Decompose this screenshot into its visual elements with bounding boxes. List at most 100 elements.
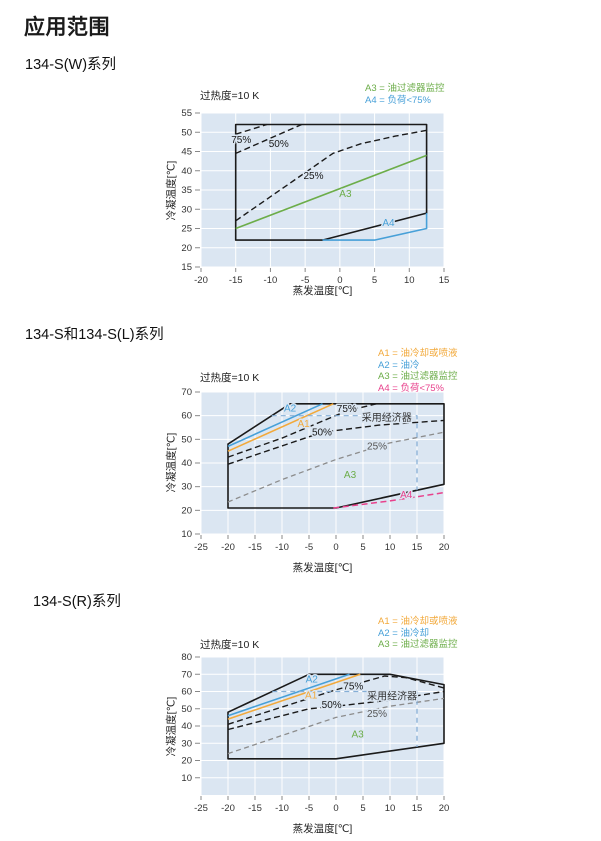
y-tick-label: 10: [181, 529, 192, 540]
x-tick-label: 10: [404, 275, 415, 286]
annotation-A2: A2: [284, 403, 297, 414]
y-tick-label: 70: [181, 669, 192, 680]
x-axis-title: 蒸发温度[℃]: [292, 823, 353, 835]
y-tick-label: 50: [181, 434, 192, 445]
y-tick-label: 30: [181, 204, 192, 215]
legend-entry: A4 = 负荷<75%: [365, 94, 432, 106]
x-tick-label: -25: [194, 803, 208, 814]
chart-legend: A3 = 油过滤器监控 A4 = 负荷<75%: [365, 83, 444, 106]
series-operating-envelope: [234, 123, 428, 241]
x-tick-label: -15: [248, 803, 262, 814]
annotation-A1: A1: [305, 690, 318, 701]
x-tick-label: 20: [439, 803, 450, 814]
legend-entry: A3 = 油过滤器监控: [378, 639, 458, 650]
series-load-25pct-limit: [227, 431, 445, 503]
superheat-label: 过热度=10 K: [200, 90, 260, 102]
annotation-A3: A3: [344, 470, 357, 481]
chart-legend: A1 = 油冷却或喷液 A2 = 油冷却 A3 = 油过滤器监控: [378, 616, 457, 651]
y-tick-label: 70: [181, 387, 192, 398]
series-load-50pct-limit: [227, 690, 445, 731]
legend-entry: A2 = 油冷: [378, 359, 420, 371]
series-economizer-region-boundary: [272, 690, 418, 747]
annotation-50%: 50%: [312, 428, 332, 439]
x-tick-label: 0: [333, 803, 338, 814]
chart-legend: A1 = 油冷却或喷液 A2 = 油冷 A3 = 油过滤器监控 A4 = 负荷<75%: [378, 348, 457, 394]
x-axis-title: 蒸发温度[℃]: [292, 285, 353, 297]
series-load-75pct-limit: [235, 123, 268, 135]
x-tick-label: 5: [360, 542, 365, 553]
x-tick-label: -20: [194, 275, 208, 286]
y-tick-label: 20: [181, 243, 192, 254]
annotation-50%: 50%: [269, 139, 289, 150]
y-tick-label: 25: [181, 224, 192, 235]
series-load-25pct-limit: [235, 129, 427, 222]
x-tick-label: -10: [264, 275, 278, 286]
x-tick-label: -5: [305, 803, 313, 814]
y-tick-label: 50: [181, 704, 192, 715]
section-heading-134s-134sl: 134-S和134-S(L)系列: [25, 327, 164, 343]
x-tick-label: -15: [248, 542, 262, 553]
superheat-label: 过热度=10 K: [200, 372, 260, 384]
series-load-50pct-limit: [235, 123, 302, 155]
y-tick-label: 20: [181, 505, 192, 516]
series-A3-oil-filter-monitoring: [235, 154, 427, 230]
y-axis-title: 冷凝温度[℃]: [165, 160, 178, 221]
series-A4-load-below-75pct: [322, 213, 428, 241]
series-A4-load-below-75pct: [333, 491, 445, 509]
legend-entry: A2 = 油冷却: [378, 627, 429, 639]
x-tick-label: -20: [221, 542, 235, 553]
annotation-75%: 75%: [231, 135, 251, 146]
series-A1-oil-cooling-or-liquid-injection: [227, 403, 334, 452]
x-tick-label: -5: [301, 275, 309, 286]
series-economizer-region-boundary: [271, 415, 418, 491]
y-tick-label: 20: [181, 756, 192, 767]
y-tick-label: 35: [181, 185, 192, 196]
x-tick-label: -20: [221, 803, 235, 814]
superheat-label: 过热度=10 K: [200, 639, 260, 651]
chart-canvas: -25 -20 -15 -10 -5 0 5 10 15 20 10 20 30 40 50 60 70 80 A2…: [181, 652, 450, 814]
annotation-A3: A3: [339, 189, 352, 200]
y-tick-label: 60: [181, 687, 192, 698]
series-load-75pct-limit: [227, 403, 377, 458]
x-tick-label: 5: [372, 275, 377, 286]
y-axis-title: 冷凝温度[℃]: [165, 432, 178, 493]
section-heading-134sr: 134-S(R)系列: [33, 594, 121, 610]
page-title: 应用范围: [24, 16, 110, 39]
x-tick-label: 0: [333, 542, 338, 553]
y-tick-label: 45: [181, 147, 192, 158]
x-axis-title: 蒸发温度[℃]: [292, 562, 353, 574]
annotation-75%: 75%: [337, 404, 357, 415]
y-tick-label: 40: [181, 458, 192, 469]
annotation-采用经济器: 采用经济器: [367, 690, 417, 703]
annotation-A4: A4: [382, 218, 395, 229]
x-tick-label: 0: [337, 275, 342, 286]
x-tick-label: -25: [194, 542, 208, 553]
y-tick-label: 40: [181, 166, 192, 177]
legend-entry: A1 = 油冷却或喷液: [378, 616, 458, 627]
y-axis-title: 冷凝温度[℃]: [165, 696, 178, 757]
series-A2-oil-cooling: [227, 673, 350, 717]
series-load-50pct-limit: [227, 419, 445, 465]
annotation-50%: 50%: [322, 700, 342, 711]
y-tick-label: 15: [181, 262, 192, 273]
annotation-A3: A3: [351, 730, 364, 741]
section-heading-134sw: 134-S(W)系列: [25, 57, 117, 73]
annotation-25%: 25%: [367, 442, 387, 453]
chart-canvas: -25 -20 -15 -10 -5 0 5 10 15 20 10 20 30 40 50 60 70 A2A1…: [181, 387, 449, 553]
series-A2-oil-cooling: [227, 403, 323, 448]
series-operating-envelope: [227, 673, 445, 760]
chart-canvas: -20 -15 -10 -5 0 5 10 15 15 20 25 30 35 40 45 50 55 75% 50…: [181, 108, 449, 286]
annotation-A1: A1: [297, 419, 310, 430]
application-range-chart-134sr: A1 = 油冷却或喷液 A2 = 油冷却 A3 = 油过滤器监控 过热度=10 K …: [160, 613, 480, 841]
application-range-chart-134sw: A3 = 油过滤器监控 A4 = 负荷<75% 过热度=10 K -20 -15 -1…: [160, 83, 480, 323]
series-A1-oil-cooling-or-liquid-injection: [227, 673, 361, 720]
annotation-A4: A4: [400, 490, 413, 501]
x-tick-label: 5: [360, 803, 365, 814]
x-tick-label: -15: [229, 275, 243, 286]
annotation-25%: 25%: [367, 709, 387, 720]
y-tick-label: 55: [181, 108, 192, 119]
x-tick-label: -10: [275, 803, 289, 814]
annotation-75%: 75%: [343, 681, 363, 692]
legend-entry: A4 = 负荷<75%: [378, 382, 445, 394]
